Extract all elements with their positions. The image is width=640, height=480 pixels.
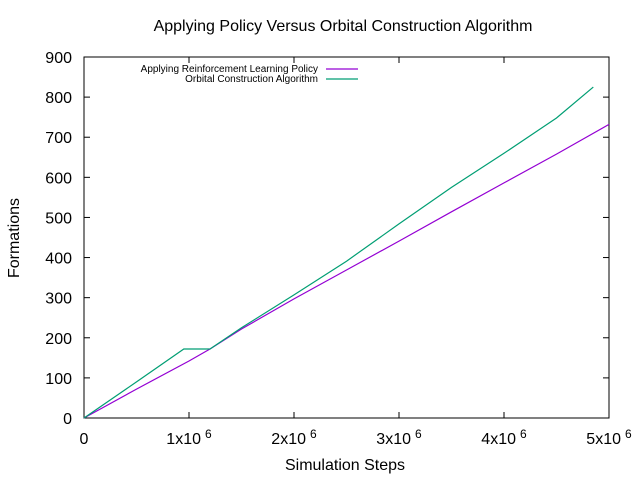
x-tick-exponent: 6 — [415, 427, 422, 441]
legend: Applying Reinforcement Learning PolicyOr… — [141, 64, 358, 85]
x-tick-exponent: 6 — [625, 427, 632, 441]
plot-frame — [83, 56, 610, 419]
chart-title: Applying Policy Versus Orbital Construct… — [154, 18, 533, 35]
series-lines — [83, 86, 610, 419]
y-tick-label: 800 — [45, 90, 72, 107]
x-tick-label: 0 — [80, 431, 89, 448]
x-tick-label: 2x10 6 — [271, 427, 317, 448]
legend-label-1: Applying Reinforcement Learning Policy — [141, 64, 318, 75]
legend-label-2: Orbital Construction Algorithm — [185, 74, 318, 85]
y-tick-label: 900 — [45, 50, 72, 67]
x-tick-label: 3x10 6 — [376, 427, 422, 448]
y-tick-label: 100 — [45, 371, 72, 388]
x-axis-ticks: 0 1x10 6 2x10 6 3x10 6 4x10 6 5x10 6 — [80, 57, 632, 448]
x-tick-exponent: 6 — [520, 427, 527, 441]
y-axis-ticks: 0 100 200 300 400 500 600 700 800 900 — [45, 50, 609, 428]
y-tick-label: 400 — [45, 251, 72, 268]
x-tick-label: 1x10 6 — [166, 427, 212, 448]
y-tick-label: 0 — [63, 411, 72, 428]
x-axis-label: Simulation Steps — [285, 457, 405, 474]
y-tick-label: 700 — [45, 130, 72, 147]
x-tick-label: 5x10 6 — [586, 427, 632, 448]
y-tick-label: 300 — [45, 291, 72, 308]
y-tick-label: 600 — [45, 170, 72, 187]
x-tick-exponent: 6 — [205, 427, 212, 441]
x-tick-exponent: 6 — [310, 427, 317, 441]
y-tick-label: 500 — [45, 210, 72, 227]
y-axis-label: Formations — [6, 198, 23, 278]
series-line-1 — [83, 123, 610, 419]
series-line-2 — [83, 86, 594, 419]
y-tick-label: 200 — [45, 331, 72, 348]
x-tick-label: 4x10 6 — [481, 427, 527, 448]
